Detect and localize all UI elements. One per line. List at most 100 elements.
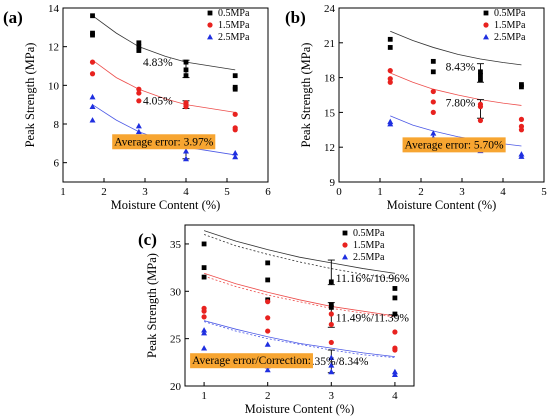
data-point <box>430 69 436 75</box>
y-axis-label: Peak Strength (MPa) <box>299 43 313 148</box>
legend-marker <box>483 22 489 28</box>
legend-label: 2.5MPa <box>353 252 385 263</box>
data-point <box>183 155 189 162</box>
legend-label: 2.5MPa <box>218 32 250 43</box>
y-axis-label: Peak Strength (MPa) <box>145 253 159 358</box>
panel-label: (a) <box>3 8 23 27</box>
data-point <box>265 260 271 266</box>
data-point <box>183 67 189 73</box>
y-tick-label: 25 <box>170 334 182 346</box>
data-point <box>201 308 207 314</box>
data-point <box>328 339 334 346</box>
y-tick-label: 21 <box>324 38 335 50</box>
data-point <box>232 153 239 160</box>
fit-curve <box>203 272 395 317</box>
data-point <box>135 128 142 135</box>
data-point <box>232 73 238 79</box>
corrected-fit-curve <box>203 234 395 280</box>
data-point <box>89 71 96 77</box>
y-tick-label: 8 <box>54 119 60 131</box>
data-point <box>387 36 393 42</box>
x-tick-label: 2 <box>101 186 107 198</box>
data-point <box>519 84 524 90</box>
data-point <box>392 295 398 301</box>
x-tick-label: 4 <box>500 186 506 198</box>
average-error-box <box>112 134 216 150</box>
legend-marker <box>207 34 213 40</box>
data-point <box>265 299 271 305</box>
data-point <box>328 302 334 307</box>
data-point <box>478 72 483 78</box>
legend-marker <box>207 22 213 28</box>
data-point <box>477 117 484 124</box>
data-point <box>391 371 398 378</box>
x-axis-label: Moisture Content (%) <box>245 402 355 416</box>
panel-label: (c) <box>138 230 157 249</box>
data-point <box>135 122 142 129</box>
y-tick-label: 6 <box>54 158 60 170</box>
legend-label: 1.5MPa <box>494 20 526 31</box>
x-tick-label: 1 <box>377 186 383 198</box>
x-tick-label: 3 <box>459 186 465 198</box>
data-point <box>232 111 238 117</box>
data-point <box>264 341 271 347</box>
plot-frame <box>62 7 269 183</box>
data-point <box>328 368 335 375</box>
y-tick-label: 9 <box>330 177 336 189</box>
corrected-fit-curve <box>203 275 395 318</box>
error-annotation: 4.83% <box>143 57 173 69</box>
data-point <box>328 279 334 285</box>
data-point <box>387 121 394 127</box>
fit-curve <box>92 59 236 113</box>
legend-label: 2.5MPa <box>494 32 526 43</box>
data-point <box>265 328 271 334</box>
x-tick-label: 1 <box>201 390 207 402</box>
y-tick-label: 12 <box>324 142 335 154</box>
data-point <box>477 104 484 110</box>
data-point <box>430 58 436 64</box>
data-point <box>391 368 398 375</box>
data-point <box>430 130 437 136</box>
x-tick-label: 4 <box>392 390 398 402</box>
x-tick-label: 3 <box>142 186 148 198</box>
y-tick-label: 15 <box>324 107 336 119</box>
data-point <box>430 88 436 95</box>
y-tick-label: 18 <box>324 73 336 85</box>
data-point <box>183 73 189 79</box>
fit-curve <box>92 15 236 71</box>
x-tick-label: 1 <box>60 186 66 198</box>
x-axis-label: Moisture Content (%) <box>111 198 221 212</box>
data-point <box>430 109 436 115</box>
error-annotation: 4.05% <box>143 96 173 108</box>
data-point <box>387 68 393 74</box>
data-point <box>183 104 189 110</box>
y-tick-label: 20 <box>170 381 182 393</box>
legend-marker <box>342 242 348 248</box>
chart-panel-3: 1 2 3 4 20 25 30 35 Moisture Content (%) Peak Str… <box>138 224 415 416</box>
error-annotation: 11.16%/10.96% <box>336 273 410 285</box>
data-point <box>232 150 239 156</box>
x-tick-label: 2 <box>418 186 424 198</box>
y-tick-label: 12 <box>48 42 59 54</box>
data-point <box>265 315 271 321</box>
y-axis-label: Peak Strength (MPa) <box>23 43 37 148</box>
data-point <box>518 127 525 133</box>
legend-label: 0.5MPa <box>494 8 526 19</box>
y-tick-label: 35 <box>170 239 182 251</box>
data-point <box>328 311 334 317</box>
data-point <box>90 13 95 19</box>
data-point <box>201 345 208 351</box>
data-point <box>232 86 238 92</box>
data-point <box>265 277 271 283</box>
error-annotation: 11.49%/11.39% <box>336 313 410 325</box>
average-error-label: Average error: 5.70% <box>405 139 505 151</box>
y-tick-label: 24 <box>324 3 336 15</box>
legend-marker <box>342 230 348 236</box>
data-point <box>518 153 525 159</box>
data-point <box>201 329 208 336</box>
plot-frame <box>184 224 415 387</box>
legend-marker <box>483 10 489 16</box>
data-point <box>478 69 483 75</box>
